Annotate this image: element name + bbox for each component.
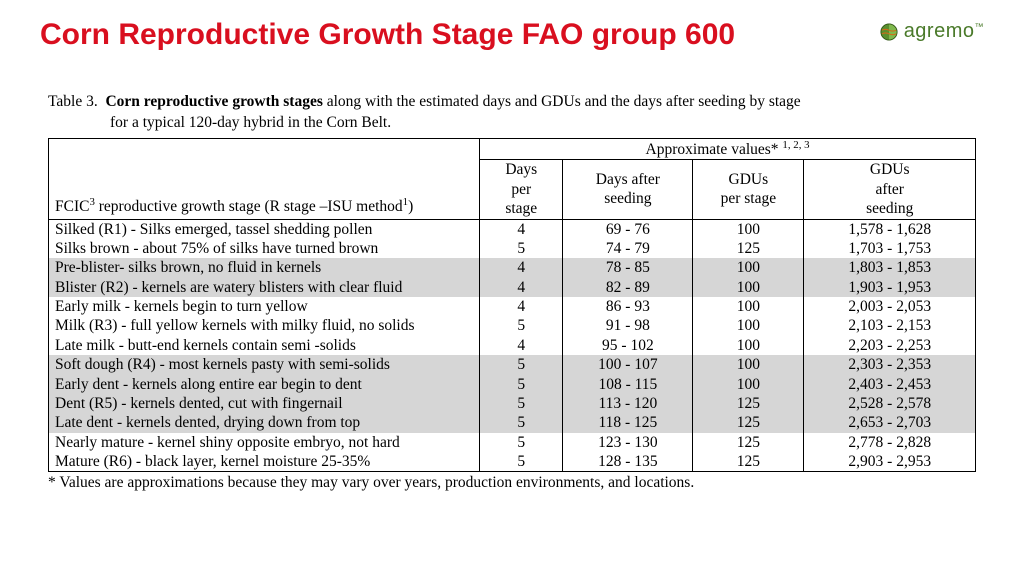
cell-gdus-per-stage: 125 [693,239,804,258]
table-row: Late dent - kernels dented, drying down … [49,413,976,432]
table-caption: Table 3. Corn reproductive growth stages… [48,92,976,134]
cell-days-after-seeding: 95 - 102 [563,336,693,355]
cell-days-after-seeding: 108 - 115 [563,375,693,394]
cell-stage: Soft dough (R4) - most kernels pasty wit… [49,355,480,374]
cell-gdus-after-seeding: 2,778 - 2,828 [804,433,976,452]
col-header-gdus-per-stage: GDUsper stage [693,160,804,219]
caption-line2: for a typical 120-day hybrid in the Corn… [48,113,976,134]
cell-days-after-seeding: 74 - 79 [563,239,693,258]
cell-gdus-per-stage: 125 [693,433,804,452]
cell-stage: Late dent - kernels dented, drying down … [49,413,480,432]
table-row: Soft dough (R4) - most kernels pasty wit… [49,355,976,374]
table-row: Blister (R2) - kernels are watery bliste… [49,278,976,297]
cell-days-per-stage: 5 [480,316,563,335]
cell-days-per-stage: 4 [480,297,563,316]
brand-name: agremo™ [904,20,984,43]
col-header-days-after-seeding: Days afterseeding [563,160,693,219]
cell-stage: Pre-blister- silks brown, no fluid in ke… [49,258,480,277]
cell-gdus-after-seeding: 2,203 - 2,253 [804,336,976,355]
table-row: Silked (R1) - Silks emerged, tassel shed… [49,219,976,239]
table-row: Dent (R5) - kernels dented, cut with fin… [49,394,976,413]
cell-gdus-after-seeding: 2,528 - 2,578 [804,394,976,413]
cell-gdus-per-stage: 100 [693,297,804,316]
cell-days-per-stage: 5 [480,413,563,432]
cell-days-after-seeding: 118 - 125 [563,413,693,432]
col-header-stage: FCIC3 reproductive growth stage (R stage… [49,138,480,219]
cell-gdus-per-stage: 100 [693,258,804,277]
cell-gdus-per-stage: 100 [693,316,804,335]
table-row: Nearly mature - kernel shiny opposite em… [49,433,976,452]
cell-days-after-seeding: 91 - 98 [563,316,693,335]
cell-days-after-seeding: 86 - 93 [563,297,693,316]
cell-gdus-after-seeding: 2,003 - 2,053 [804,297,976,316]
cell-days-per-stage: 5 [480,355,563,374]
page-title: Corn Reproductive Growth Stage FAO group… [40,18,735,52]
cell-stage: Early dent - kernels along entire ear be… [49,375,480,394]
growth-stage-table: FCIC3 reproductive growth stage (R stage… [48,138,976,473]
cell-stage: Silked (R1) - Silks emerged, tassel shed… [49,219,480,239]
table-row: Pre-blister- silks brown, no fluid in ke… [49,258,976,277]
cell-gdus-after-seeding: 1,903 - 1,953 [804,278,976,297]
table-header-row-1: FCIC3 reproductive growth stage (R stage… [49,138,976,160]
cell-gdus-after-seeding: 1,578 - 1,628 [804,219,976,239]
cell-days-after-seeding: 100 - 107 [563,355,693,374]
table-row: Early milk - kernels begin to turn yello… [49,297,976,316]
content-area: Table 3. Corn reproductive growth stages… [0,52,1024,492]
cell-gdus-per-stage: 125 [693,394,804,413]
caption-bold: Corn reproductive growth stages [105,93,322,110]
cell-days-after-seeding: 82 - 89 [563,278,693,297]
col-header-approx: Approximate values* 1, 2, 3 [480,138,976,160]
cell-stage: Blister (R2) - kernels are watery bliste… [49,278,480,297]
caption-rest: along with the estimated days and GDUs a… [323,93,801,110]
cell-days-after-seeding: 123 - 130 [563,433,693,452]
table-row: Milk (R3) - full yellow kernels with mil… [49,316,976,335]
cell-days-per-stage: 4 [480,336,563,355]
table-row: Mature (R6) - black layer, kernel moistu… [49,452,976,472]
cell-gdus-per-stage: 100 [693,355,804,374]
cell-stage: Milk (R3) - full yellow kernels with mil… [49,316,480,335]
cell-days-per-stage: 5 [480,394,563,413]
caption-prefix: Table 3. [48,93,98,110]
cell-days-per-stage: 5 [480,375,563,394]
brand-logo: agremo™ [880,20,984,43]
globe-icon [880,23,898,41]
table-footnote: * Values are approximations because they… [48,474,976,492]
cell-days-per-stage: 5 [480,239,563,258]
cell-gdus-per-stage: 100 [693,375,804,394]
cell-days-after-seeding: 128 - 135 [563,452,693,472]
cell-gdus-after-seeding: 1,803 - 1,853 [804,258,976,277]
table-body: Silked (R1) - Silks emerged, tassel shed… [49,219,976,472]
cell-gdus-per-stage: 125 [693,413,804,432]
cell-gdus-per-stage: 100 [693,336,804,355]
cell-stage: Dent (R5) - kernels dented, cut with fin… [49,394,480,413]
cell-stage: Mature (R6) - black layer, kernel moistu… [49,452,480,472]
cell-gdus-after-seeding: 1,703 - 1,753 [804,239,976,258]
cell-days-after-seeding: 69 - 76 [563,219,693,239]
cell-stage: Late milk - butt-end kernels contain sem… [49,336,480,355]
cell-days-per-stage: 4 [480,258,563,277]
cell-gdus-after-seeding: 2,303 - 2,353 [804,355,976,374]
cell-days-after-seeding: 78 - 85 [563,258,693,277]
table-row: Silks brown - about 75% of silks have tu… [49,239,976,258]
cell-days-per-stage: 4 [480,219,563,239]
cell-gdus-after-seeding: 2,653 - 2,703 [804,413,976,432]
table-row: Early dent - kernels along entire ear be… [49,375,976,394]
cell-stage: Nearly mature - kernel shiny opposite em… [49,433,480,452]
table-row: Late milk - butt-end kernels contain sem… [49,336,976,355]
cell-gdus-per-stage: 100 [693,219,804,239]
col-header-days-per-stage: Daysperstage [480,160,563,219]
cell-stage: Early milk - kernels begin to turn yello… [49,297,480,316]
cell-gdus-after-seeding: 2,403 - 2,453 [804,375,976,394]
page-header: Corn Reproductive Growth Stage FAO group… [0,0,1024,52]
cell-days-after-seeding: 113 - 120 [563,394,693,413]
cell-days-per-stage: 5 [480,452,563,472]
cell-gdus-after-seeding: 2,103 - 2,153 [804,316,976,335]
cell-gdus-after-seeding: 2,903 - 2,953 [804,452,976,472]
col-header-gdus-after-seeding: GDUsafterseeding [804,160,976,219]
cell-days-per-stage: 5 [480,433,563,452]
cell-days-per-stage: 4 [480,278,563,297]
cell-gdus-per-stage: 100 [693,278,804,297]
cell-stage: Silks brown - about 75% of silks have tu… [49,239,480,258]
cell-gdus-per-stage: 125 [693,452,804,472]
